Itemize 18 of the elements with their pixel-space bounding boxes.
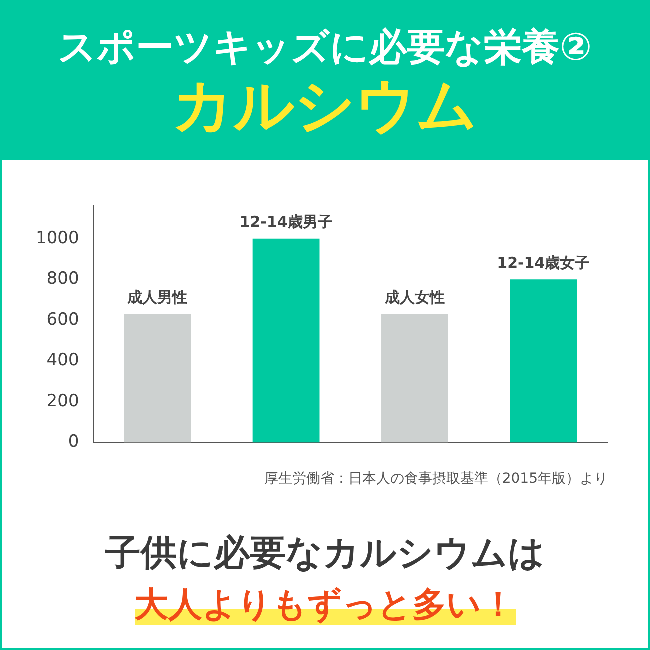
bar (382, 314, 448, 443)
bar (510, 280, 578, 443)
text: 子供に必要なカルシウムは (104, 532, 546, 576)
bar (252, 238, 320, 443)
y-tick-label: 800 (46, 269, 80, 290)
y-tick-label: 600 (46, 310, 80, 330)
y-tick-label: 0 (68, 432, 80, 452)
y-tick-label: 200 (46, 391, 80, 412)
x-tick-label: 12-14歳女子 (497, 254, 590, 272)
x-tick-label: 成人男性 (126, 288, 188, 307)
y-tick-label: 1000 (36, 228, 80, 248)
bar (124, 314, 192, 443)
chart-subtitle: カルシウム (172, 70, 478, 142)
x-tick-label: 成人女性 (384, 288, 445, 307)
chart-title: スポーツキッズに必要な栄養② (56, 24, 594, 70)
text: 厚生労働省：日本人の食事摂取基準（2015年版）より (264, 470, 608, 488)
y-tick-label: 400 (46, 350, 80, 371)
x-tick-label: 12-14歳男子 (240, 213, 333, 232)
